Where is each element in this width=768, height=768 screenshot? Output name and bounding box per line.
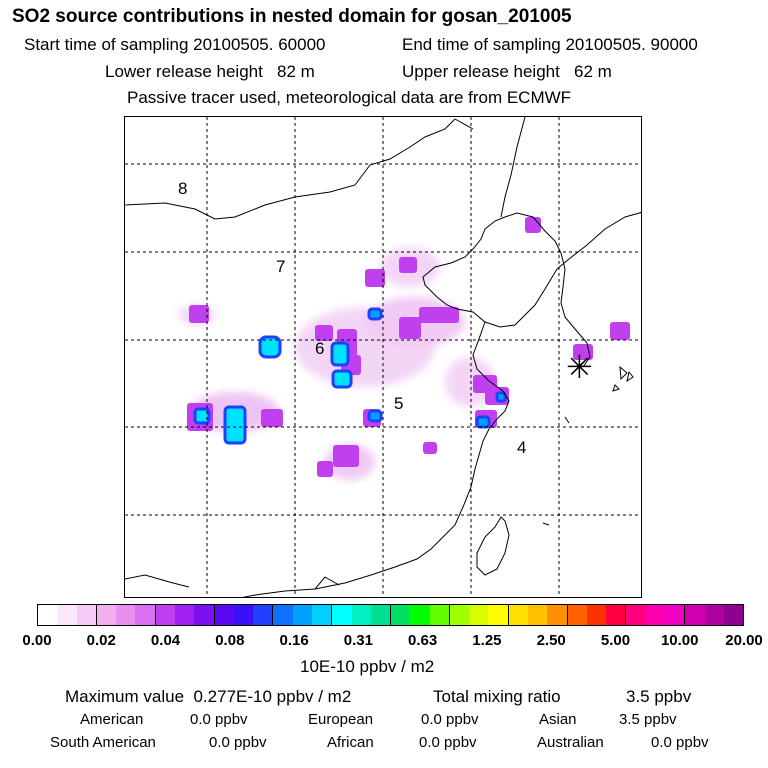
colorbar-segment bbox=[665, 605, 686, 625]
colorbar-segment bbox=[351, 605, 371, 625]
colorbar-segment bbox=[96, 605, 117, 625]
colorbar-segment bbox=[626, 605, 646, 625]
colorbar-segment bbox=[292, 605, 312, 625]
map-panel: 8 7 6 5 4 ✳ bbox=[124, 116, 642, 598]
plume-high bbox=[193, 307, 507, 445]
receptor-marker-icon: ✳ bbox=[566, 349, 593, 385]
colorbar-segment bbox=[273, 605, 293, 625]
source-value: 0.0 ppbv bbox=[209, 734, 267, 751]
colorbar-tick-label: 0.16 bbox=[279, 632, 309, 649]
colorbar-segment bbox=[508, 605, 529, 625]
colorbar-segment bbox=[723, 605, 744, 625]
colorbar-segment bbox=[685, 605, 705, 625]
colorbar-tick-label: 0.04 bbox=[150, 632, 181, 649]
source-value: 0.0 ppbv bbox=[419, 734, 477, 751]
colorbar-segment bbox=[370, 605, 392, 625]
colorbar-segment bbox=[469, 605, 489, 625]
colorbar-tick-label: 0.31 bbox=[343, 632, 373, 649]
colorbar-tick-label: 10.00 bbox=[660, 632, 699, 649]
colorbar-tick-label: 0.02 bbox=[86, 632, 116, 649]
colorbar-segment bbox=[135, 605, 156, 625]
colorbar-segment bbox=[547, 605, 568, 625]
colorbar-units: 10E-10 ppbv / m2 bbox=[300, 657, 435, 676]
colorbar-segment bbox=[410, 605, 430, 625]
plume-medium bbox=[187, 217, 630, 477]
colorbar-segment bbox=[311, 605, 333, 625]
colorbar-segment bbox=[704, 605, 724, 625]
tracer-note: Passive tracer used, meteorological data… bbox=[127, 88, 572, 107]
colorbar-segment bbox=[116, 605, 136, 625]
colorbar-segment bbox=[253, 605, 274, 625]
coastlines bbox=[125, 117, 641, 597]
colorbar-segment bbox=[429, 605, 450, 625]
colorbar-segment bbox=[174, 605, 195, 625]
colorbar-segment bbox=[332, 605, 352, 625]
end-time: End time of sampling 20100505. 90000 bbox=[402, 35, 698, 54]
source-value: 0.0 ppbv bbox=[651, 734, 709, 751]
colorbar-segment bbox=[76, 605, 97, 625]
colorbar-tick-label: 0.63 bbox=[408, 632, 438, 649]
region-label-6: 6 bbox=[315, 339, 325, 358]
start-time: Start time of sampling 20100505. 60000 bbox=[24, 35, 326, 54]
source-name: Asian bbox=[539, 711, 577, 728]
lower-release-height: Lower release height 82 m bbox=[105, 62, 315, 81]
colorbar-tick-label: 5.00 bbox=[600, 632, 631, 649]
colorbar-tick-label: 0.08 bbox=[215, 632, 245, 649]
total-mixing-label: Total mixing ratio bbox=[433, 687, 561, 706]
colorbar-segment bbox=[214, 605, 234, 625]
colorbar-segment bbox=[38, 605, 58, 625]
source-value: 3.5 ppbv bbox=[619, 711, 677, 728]
total-mixing-value: 3.5 ppbv bbox=[626, 687, 692, 706]
colorbar-segment bbox=[233, 605, 254, 625]
colorbar-segment bbox=[528, 605, 548, 625]
colorbar-segment bbox=[488, 605, 509, 625]
colorbar-segment bbox=[586, 605, 607, 625]
map-canvas bbox=[125, 117, 641, 597]
plot-title: SO2 source contributions in nested domai… bbox=[12, 6, 572, 27]
colorbar-tick-label: 0.00 bbox=[22, 632, 52, 649]
colorbar-segment bbox=[606, 605, 627, 625]
source-name: African bbox=[327, 734, 374, 751]
colorbar-segment bbox=[57, 605, 77, 625]
source-name: American bbox=[80, 711, 144, 728]
colorbar-segment bbox=[567, 605, 587, 625]
upper-release-height: Upper release height 62 m bbox=[402, 62, 612, 81]
colorbar-segment bbox=[645, 605, 665, 625]
colorbar-segment bbox=[194, 605, 215, 625]
source-value: 0.0 ppbv bbox=[421, 711, 479, 728]
colorbar-tick-label: 20.00 bbox=[725, 632, 763, 649]
region-label-7: 7 bbox=[276, 257, 286, 276]
colorbar-segment bbox=[391, 605, 411, 625]
colorbar bbox=[37, 604, 744, 626]
colorbar-segment bbox=[449, 605, 470, 625]
colorbar-segment bbox=[155, 605, 175, 625]
region-label-8: 8 bbox=[178, 179, 188, 198]
source-name: European bbox=[308, 711, 374, 728]
source-name: South American bbox=[50, 734, 156, 751]
source-value: 0.0 ppbv bbox=[190, 711, 248, 728]
graticule bbox=[125, 117, 641, 597]
region-label-4: 4 bbox=[517, 438, 527, 457]
colorbar-tick-label: 1.25 bbox=[472, 632, 502, 649]
source-name: Australian bbox=[537, 734, 604, 751]
colorbar-tick-label: 2.50 bbox=[536, 632, 566, 649]
max-value: Maximum value 0.277E-10 ppbv / m2 bbox=[65, 687, 352, 706]
region-label-5: 5 bbox=[394, 394, 404, 413]
